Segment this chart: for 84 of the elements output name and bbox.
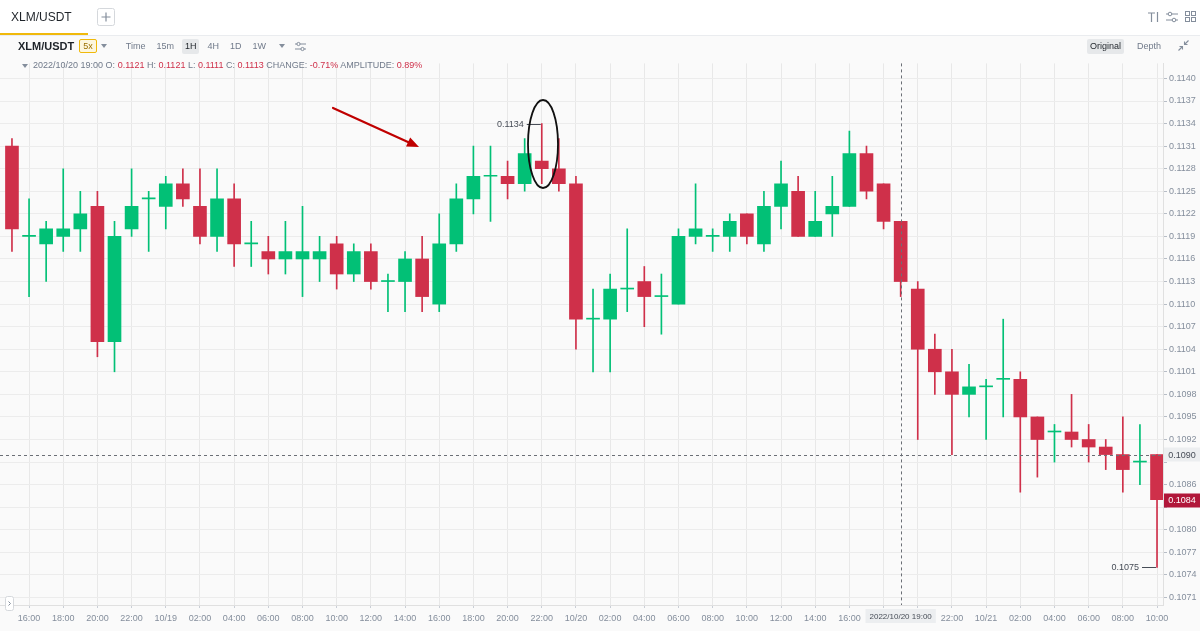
chart-title: XLM/USDT — [18, 40, 75, 52]
y-tick-label: 0.1092 — [1169, 434, 1197, 444]
text: 1D — [228, 39, 243, 53]
candlestick — [945, 348, 959, 455]
y-tick-label: 0.1113 — [1169, 276, 1196, 287]
annotation: 0.1084 — [1168, 495, 1196, 506]
candlestick — [962, 363, 976, 418]
y-tick-label: 0.1134 — [1169, 118, 1196, 129]
x-tick-label: 20:00 — [496, 612, 519, 623]
text: Original — [1086, 38, 1124, 54]
y-tick-label: 0.1137 — [1169, 95, 1196, 106]
annotation: 0.1075 — [1111, 561, 1140, 572]
text: 1W — [251, 39, 267, 53]
x-tick-label: 10:00 — [325, 612, 348, 623]
y-tick-label: 0.1128 — [1169, 163, 1196, 174]
y-tick-label: 0.1080 — [1169, 524, 1197, 535]
text: 4H — [206, 39, 220, 53]
x-tick-label: 02:00 — [598, 612, 622, 623]
y-tick-label: 0.1101 — [1169, 366, 1196, 377]
x-tick-label: 16:00 — [838, 612, 861, 623]
text: Depth — [1135, 39, 1162, 53]
x-tick-label: 10/19 — [154, 612, 178, 623]
text: 2022/10/20 19:00 O: 0.1121 H: 0.1121 L: 0.1111 C: 0.1113 CHANGE: -0.71% AMPLITUDE: 0.89% — [33, 60, 423, 70]
x-tick-label: 08:00 — [701, 612, 724, 623]
x-tick-label: 22:00 — [120, 612, 143, 623]
y-tick-label: 0.1110 — [1169, 298, 1196, 309]
x-tick-label: 16:00 — [427, 612, 451, 623]
candlestick — [996, 318, 1011, 418]
y-tick-label: 0.1119 — [1169, 230, 1196, 241]
y-tick-label: 0.1107 — [1169, 321, 1196, 332]
annotation: 0.1134 — [496, 118, 524, 129]
x-tick-label: 12:00 — [359, 612, 383, 623]
x-tick-label: 06:00 — [667, 612, 690, 623]
candlestick — [534, 123, 549, 185]
y-tick-label: 0.1071 — [1169, 591, 1197, 602]
text: 5x — [79, 39, 97, 53]
x-tick-label: 16:00 — [17, 612, 41, 623]
y-tick-label: 0.1074 — [1169, 569, 1197, 580]
x-tick-label: 06:00 — [1077, 612, 1100, 623]
candlestick — [825, 175, 840, 237]
text: Time — [124, 39, 147, 53]
x-tick-label: 20:00 — [86, 612, 109, 623]
y-tick-label: 0.1140 — [1169, 72, 1196, 83]
x-tick-label: 04:00 — [1043, 612, 1066, 623]
x-tick-label: 10/20 — [564, 612, 588, 623]
x-tick-label: 10/21 — [974, 612, 998, 623]
y-tick-label: 0.1095 — [1169, 411, 1197, 422]
x-tick-label: 06:00 — [257, 612, 280, 623]
ref-line-label: 0.1090 — [1168, 449, 1196, 460]
candlestick — [73, 190, 88, 252]
candlestick — [22, 198, 36, 297]
x-tick-label: 08:00 — [1111, 612, 1135, 623]
candlestick — [141, 190, 156, 252]
y-tick-label: 0.1125 — [1169, 185, 1196, 196]
x-tick-label: 18:00 — [462, 612, 485, 623]
x-tick-label: 22:00 — [940, 612, 964, 623]
text: 15m — [155, 39, 175, 53]
y-tick-label: 0.1086 — [1169, 479, 1197, 490]
x-tick-label: 02:00 — [188, 612, 212, 623]
y-tick-label: 0.1104 — [1169, 343, 1196, 354]
y-tick-label: 0.1122 — [1169, 208, 1196, 219]
y-tick-label: 0.1098 — [1169, 388, 1197, 399]
x-tick-label: 04:00 — [633, 612, 656, 623]
x-tick-label: 04:00 — [222, 612, 246, 623]
x-tick-label: 08:00 — [291, 612, 314, 623]
x-tick-label: 12:00 — [769, 612, 793, 623]
x-tick-label: 02:00 — [1009, 612, 1032, 623]
x-tick-label: 10:00 — [1145, 612, 1169, 623]
candlestick — [39, 221, 53, 282]
candlestick — [261, 236, 276, 275]
y-tick-label: 0.1077 — [1169, 546, 1197, 557]
ref-line-label: 2022/10/20 19:00 — [869, 611, 933, 621]
x-tick-label: 22:00 — [530, 612, 554, 623]
y-tick-label: 0.1131 — [1169, 140, 1196, 151]
y-tick-label: 0.1116 — [1169, 253, 1196, 264]
x-tick-label: 14:00 — [393, 612, 417, 623]
candlestick — [1116, 416, 1130, 493]
candlestick — [381, 273, 395, 312]
text: 1H — [181, 38, 200, 54]
x-tick-label: 14:00 — [803, 612, 827, 623]
x-tick-label: 10:00 — [735, 612, 759, 623]
x-tick-label: 18:00 — [51, 612, 75, 623]
text: XLM/USDT — [11, 10, 72, 24]
candlestick — [56, 168, 71, 252]
